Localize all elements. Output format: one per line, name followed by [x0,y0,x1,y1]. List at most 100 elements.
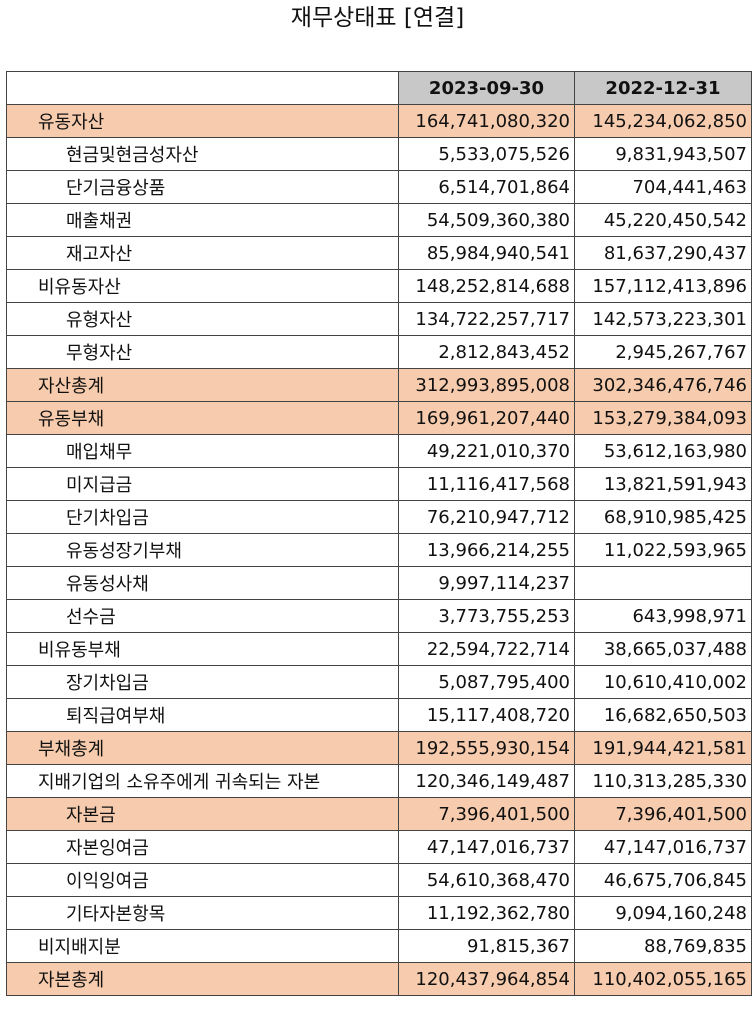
value-2023-09-30: 91,815,367 [398,929,575,963]
value-2022-12-31: 145,234,062,850 [574,104,752,138]
table-row: 자산총계 312,993,895,008 302,346,476,746 [6,368,752,402]
value-2022-12-31: 191,944,421,581 [574,731,752,765]
value-2022-12-31: 45,220,450,542 [574,203,752,237]
row-label: 선수금 [6,599,399,633]
table-row: 선수금 3,773,755,253 643,998,971 [6,599,752,633]
value-2022-12-31: 9,094,160,248 [574,896,752,930]
table-row: 비유동자산 148,252,814,688 157,112,413,896 [6,269,752,303]
value-2022-12-31: 110,402,055,165 [574,962,752,996]
row-label: 기타자본항목 [6,896,399,930]
value-2023-09-30: 2,812,843,452 [398,335,575,369]
table-row: 현금및현금성자산 5,533,075,526 9,831,943,507 [6,137,752,171]
table-body: 유동자산 164,741,080,320 145,234,062,850 현금및현금성… [6,104,752,996]
row-label: 유동성사채 [6,566,399,600]
value-2022-12-31: 88,769,835 [574,929,752,963]
table-row: 자본금 7,396,401,500 7,396,401,500 [6,797,752,831]
value-2022-12-31: 10,610,410,002 [574,665,752,699]
row-label: 현금및현금성자산 [6,137,399,171]
balance-sheet-table: 2023-09-30 2022-12-31 유동자산 164,741,080,32… [6,71,752,996]
row-label: 무형자산 [6,335,399,369]
table-row: 퇴직급여부채 15,117,408,720 16,682,650,503 [6,698,752,732]
row-label: 비유동자산 [6,269,399,303]
table-row: 자본총계 120,437,964,854 110,402,055,165 [6,962,752,996]
value-2022-12-31: 13,821,591,943 [574,467,752,501]
value-2022-12-31: 11,022,593,965 [574,533,752,567]
table-row: 유동부채 169,961,207,440 153,279,384,093 [6,401,752,435]
row-label: 자산총계 [6,368,399,402]
table-row: 장기차입금 5,087,795,400 10,610,410,002 [6,665,752,699]
table-row: 지배기업의 소유주에게 귀속되는 자본 120,346,149,487 110,31… [6,764,752,798]
value-2022-12-31 [574,566,752,600]
table-row: 비지배지분 91,815,367 88,769,835 [6,929,752,963]
value-2023-09-30: 5,533,075,526 [398,137,575,171]
table-row: 무형자산 2,812,843,452 2,945,267,767 [6,335,752,369]
value-2023-09-30: 192,555,930,154 [398,731,575,765]
value-2023-09-30: 13,966,214,255 [398,533,575,567]
table-row: 미지급금 11,116,417,568 13,821,591,943 [6,467,752,501]
row-label: 매입채무 [6,434,399,468]
value-2022-12-31: 38,665,037,488 [574,632,752,666]
value-2023-09-30: 312,993,895,008 [398,368,575,402]
value-2022-12-31: 53,612,163,980 [574,434,752,468]
row-label: 재고자산 [6,236,399,270]
value-2023-09-30: 15,117,408,720 [398,698,575,732]
value-2022-12-31: 9,831,943,507 [574,137,752,171]
value-2023-09-30: 134,722,257,717 [398,302,575,336]
table-row: 단기차입금 76,210,947,712 68,910,985,425 [6,500,752,534]
value-2022-12-31: 142,573,223,301 [574,302,752,336]
table-row: 유동성사채 9,997,114,237 [6,566,752,600]
value-2023-09-30: 9,997,114,237 [398,566,575,600]
row-label: 부채총계 [6,731,399,765]
table-row: 기타자본항목 11,192,362,780 9,094,160,248 [6,896,752,930]
table-row: 부채총계 192,555,930,154 191,944,421,581 [6,731,752,765]
value-2023-09-30: 3,773,755,253 [398,599,575,633]
value-2022-12-31: 153,279,384,093 [574,401,752,435]
value-2022-12-31: 68,910,985,425 [574,500,752,534]
value-2023-09-30: 54,509,360,380 [398,203,575,237]
row-label: 유동성장기부채 [6,533,399,567]
table-row: 자본잉여금 47,147,016,737 47,147,016,737 [6,830,752,864]
value-2023-09-30: 47,147,016,737 [398,830,575,864]
value-2022-12-31: 81,637,290,437 [574,236,752,270]
value-2023-09-30: 11,192,362,780 [398,896,575,930]
value-2023-09-30: 6,514,701,864 [398,170,575,204]
row-label: 퇴직급여부채 [6,698,399,732]
table-row: 비유동부채 22,594,722,714 38,665,037,488 [6,632,752,666]
row-label: 장기차입금 [6,665,399,699]
table-row: 단기금융상품 6,514,701,864 704,441,463 [6,170,752,204]
row-label: 자본총계 [6,962,399,996]
value-2023-09-30: 11,116,417,568 [398,467,575,501]
value-2023-09-30: 5,087,795,400 [398,665,575,699]
value-2022-12-31: 47,147,016,737 [574,830,752,864]
value-2023-09-30: 169,961,207,440 [398,401,575,435]
value-2022-12-31: 110,313,285,330 [574,764,752,798]
header-date-2022-12-31: 2022-12-31 [574,71,752,105]
row-label: 단기금융상품 [6,170,399,204]
table-row: 재고자산 85,984,940,541 81,637,290,437 [6,236,752,270]
value-2022-12-31: 46,675,706,845 [574,863,752,897]
value-2023-09-30: 164,741,080,320 [398,104,575,138]
row-label: 미지급금 [6,467,399,501]
value-2023-09-30: 54,610,368,470 [398,863,575,897]
table-row: 매입채무 49,221,010,370 53,612,163,980 [6,434,752,468]
value-2022-12-31: 16,682,650,503 [574,698,752,732]
table-row: 매출채권 54,509,360,380 45,220,450,542 [6,203,752,237]
table-row: 유형자산 134,722,257,717 142,573,223,301 [6,302,752,336]
value-2022-12-31: 7,396,401,500 [574,797,752,831]
value-2023-09-30: 120,437,964,854 [398,962,575,996]
value-2023-09-30: 76,210,947,712 [398,500,575,534]
value-2022-12-31: 704,441,463 [574,170,752,204]
row-label: 유동자산 [6,104,399,138]
table-row: 유동성장기부채 13,966,214,255 11,022,593,965 [6,533,752,567]
value-2023-09-30: 7,396,401,500 [398,797,575,831]
page-title: 재무상태표 [연결] [290,5,465,31]
value-2023-09-30: 120,346,149,487 [398,764,575,798]
row-label: 지배기업의 소유주에게 귀속되는 자본 [6,764,399,798]
row-label: 유형자산 [6,302,399,336]
row-label: 비지배지분 [6,929,399,963]
value-2023-09-30: 148,252,814,688 [398,269,575,303]
row-label: 매출채권 [6,203,399,237]
row-label: 유동부채 [6,401,399,435]
value-2023-09-30: 49,221,010,370 [398,434,575,468]
table-header-row: 2023-09-30 2022-12-31 [6,71,752,105]
